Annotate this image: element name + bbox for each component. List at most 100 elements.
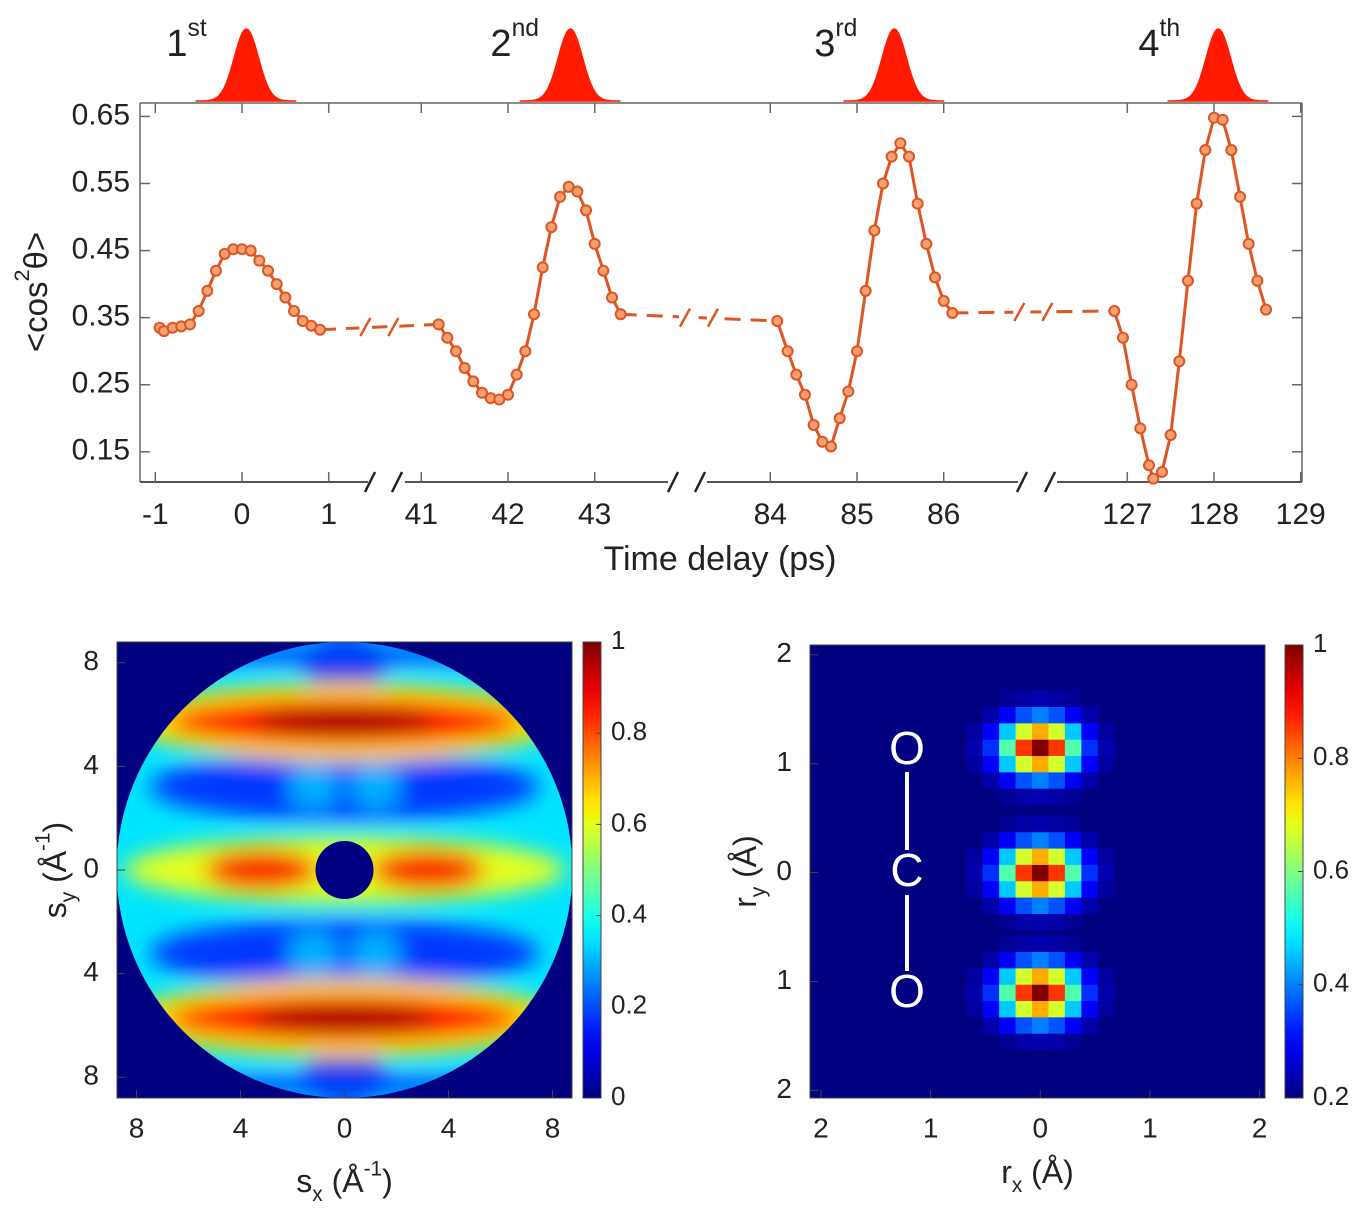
heatmap-cell (1032, 706, 1049, 724)
pattern-feature (287, 766, 340, 808)
heatmap-cell (1064, 831, 1082, 849)
x-tick-label: 42 (491, 498, 524, 531)
marker (475, 386, 488, 399)
heatmap-cell (1032, 935, 1049, 953)
label-part: x (312, 1183, 323, 1206)
heatmap-cell (999, 722, 1017, 740)
marker (911, 197, 924, 210)
marker (545, 221, 558, 234)
heatmap-cell (1015, 690, 1033, 708)
pulse (195, 28, 297, 102)
marker (279, 291, 292, 304)
marker (270, 278, 283, 291)
x-tick-label: 0 (234, 498, 251, 531)
marker (288, 304, 301, 317)
y-axis-label: <cos2θ> (10, 232, 54, 352)
heatmap-cell (1048, 913, 1066, 931)
heatmap-cell (1032, 951, 1049, 969)
axis-break (693, 471, 707, 493)
heatmap-cell (999, 1016, 1017, 1034)
label-part: r (727, 897, 763, 908)
pattern-feature (149, 919, 540, 987)
marker (606, 291, 619, 304)
marker (1199, 143, 1212, 156)
marker (554, 190, 567, 203)
marker (920, 237, 933, 250)
marker (519, 345, 532, 358)
marker (842, 385, 855, 398)
heatmap-cell (1015, 831, 1033, 849)
heatmap-cell (1064, 755, 1082, 773)
x-tick-label: 2 (1252, 1112, 1268, 1143)
density-peak (1032, 984, 1049, 1002)
label-part: 3 (814, 23, 835, 65)
heatmap-cell (1064, 1000, 1082, 1018)
x-tick-label: 127 (1102, 498, 1152, 531)
axis-break (1015, 471, 1029, 493)
density-peak (1032, 739, 1049, 757)
break-mark (678, 308, 692, 328)
heatmap-cell (1081, 951, 1099, 969)
heatmap-cell (966, 722, 984, 740)
x-tick-label: 129 (1276, 498, 1326, 531)
break-mark (359, 317, 372, 337)
x-tick-label: 8 (545, 1112, 561, 1143)
marker (1142, 459, 1155, 472)
x-tick-label: 8 (129, 1112, 145, 1143)
colorbar (582, 641, 602, 1099)
heatmap-cell (982, 967, 1000, 985)
marker (790, 368, 803, 381)
y-tick-label: 0 (776, 855, 792, 886)
y-tick-label: 0.25 (72, 367, 130, 400)
heatmap-cell (1032, 722, 1049, 740)
marker (1173, 355, 1186, 368)
y-tick-label: 0.35 (72, 300, 130, 333)
heatmap-cell (1032, 831, 1049, 849)
heatmap-cell (1015, 897, 1033, 914)
label-part: s (296, 1163, 312, 1199)
atom-label: C (890, 844, 923, 896)
colorbar-tick-label: 0.6 (1313, 854, 1349, 884)
label-part: s (37, 902, 73, 918)
heatmap-cell (982, 722, 1000, 740)
heatmap-cell (1015, 848, 1033, 865)
heatmap-cell (1032, 815, 1049, 833)
marker (597, 264, 610, 277)
heatmap-cell (1064, 984, 1082, 1002)
heatmap-cell (999, 984, 1017, 1002)
heatmap-cell (1048, 848, 1066, 865)
label-part: θ> (17, 232, 54, 270)
heatmap-cell (1064, 788, 1082, 806)
marker (1116, 331, 1129, 344)
heatmap-cell (1048, 897, 1066, 914)
line (437, 184, 623, 402)
heatmap-cell (1015, 967, 1033, 985)
heatmap-cell (1097, 848, 1115, 865)
marker (536, 261, 549, 274)
x-axis-label: Time delay (ps) (603, 540, 836, 578)
heatmap-cell (1032, 967, 1049, 985)
label-part: (Å (37, 850, 73, 892)
pattern-feature (149, 753, 540, 821)
heatmap-cell (1032, 690, 1049, 708)
heatmap-cell (1015, 951, 1033, 969)
heatmap-cell (1048, 788, 1066, 806)
heatmap-cell (1048, 815, 1066, 833)
x-axis-label: rx (Å) (1001, 1154, 1074, 1196)
heatmap-cell (999, 848, 1017, 865)
heatmap-cell (982, 1016, 1000, 1034)
pattern-feature (349, 766, 402, 808)
pattern-feature (287, 932, 340, 974)
heatmap-cell (982, 831, 1000, 849)
y-tick-label: 8 (83, 645, 99, 676)
marker (1108, 304, 1121, 317)
heatmap-cell (1097, 755, 1115, 773)
marker (1216, 113, 1229, 126)
pattern-feature (370, 850, 485, 890)
label-part: <cos (17, 281, 54, 352)
marker (1164, 429, 1177, 442)
heatmap-cell (1015, 880, 1033, 898)
pulse-label: 1st (166, 14, 206, 65)
colorbar-tick-label: 0.4 (611, 898, 647, 928)
heatmap-cell (999, 913, 1017, 931)
